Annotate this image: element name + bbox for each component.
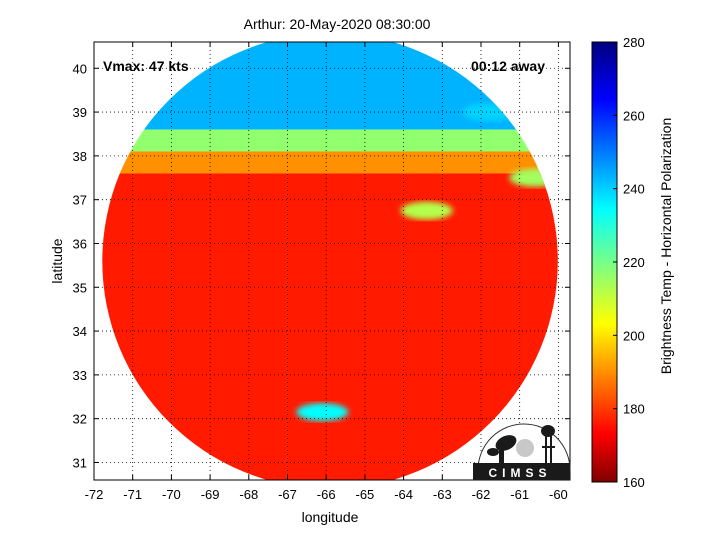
colorbar-tick-label: 200: [623, 328, 645, 343]
swath-band: [102, 129, 558, 152]
colorbar-ticks: 160 180 200 220 240 260 280: [613, 35, 645, 490]
y-tick-label: 34: [73, 324, 87, 339]
x-tick-label: -62: [472, 487, 491, 502]
x-tick-label: -72: [85, 487, 104, 502]
y-tick-label: 40: [73, 61, 87, 76]
y-axis-label: latitude: [49, 238, 65, 283]
x-tick-label: -68: [239, 487, 258, 502]
x-tick-label: -70: [162, 487, 181, 502]
logo-text: CIMSS: [488, 466, 551, 480]
colorbar-tick-label: 260: [623, 108, 645, 123]
y-tick-label: 36: [73, 236, 87, 251]
colorbar-tick-label: 180: [623, 402, 645, 417]
y-tick-label: 33: [73, 368, 87, 383]
x-tick-label: -63: [433, 487, 452, 502]
logo-satellite-dish-icon: [487, 435, 517, 463]
y-tick-label: 37: [73, 193, 87, 208]
swath-band: [102, 151, 558, 174]
x-tick-label: -67: [278, 487, 297, 502]
y-tick-label: 39: [73, 105, 87, 120]
swath-feature: [296, 403, 349, 422]
y-tick-label: 31: [73, 455, 87, 470]
y-axis-ticks: 31 32 33 34 35 36 37 38 39 40: [73, 61, 570, 470]
x-axis-ticks: -72 -71 -70 -69 -68 -67 -66 -65 -64 -63 -62 -61 -60: [85, 42, 568, 502]
swath-feature: [400, 201, 453, 220]
colorbar-tick-label: 240: [623, 182, 645, 197]
x-tick-label: -65: [355, 487, 374, 502]
time-away-annotation: 00:12 away: [471, 58, 545, 74]
plot-frame: [93, 41, 571, 481]
colorbar-tick-label: 160: [623, 475, 645, 490]
x-axis-label: longitude: [302, 509, 359, 525]
y-tick-label: 32: [73, 412, 87, 427]
colorbar-scale: [591, 41, 618, 483]
y-tick-label: 38: [73, 149, 87, 164]
x-tick-label: -64: [394, 487, 413, 502]
colorbar-tick-label: 220: [623, 255, 645, 270]
logo-sun: [516, 439, 534, 457]
chart-title: Arthur: 20-May-2020 08:30:00: [244, 16, 431, 32]
colorbar-label: Brightness Temp - Horizontal Polarizatio…: [658, 118, 674, 375]
vmax-annotation: Vmax: 47 kts: [103, 58, 189, 74]
y-tick-label: 35: [73, 280, 87, 295]
colorbar: 160 180 200 220 240 260 280 Brightness Temp - …: [591, 35, 674, 490]
colorbar-tick-label: 280: [623, 35, 645, 50]
cimss-logo: CIMSS: [473, 423, 571, 480]
plot-axes: -72 -71 -70 -69 -68 -67 -66 -65 -64 -63 -62 -61 -60 …: [73, 41, 571, 502]
logo-water-tower-icon: [541, 425, 555, 464]
x-tick-label: -71: [123, 487, 142, 502]
x-tick-label: -61: [510, 487, 529, 502]
x-tick-label: -69: [201, 487, 220, 502]
x-tick-label: -60: [549, 487, 568, 502]
logo-band: [473, 463, 570, 480]
x-tick-label: -66: [317, 487, 336, 502]
swath-band: [102, 173, 558, 480]
